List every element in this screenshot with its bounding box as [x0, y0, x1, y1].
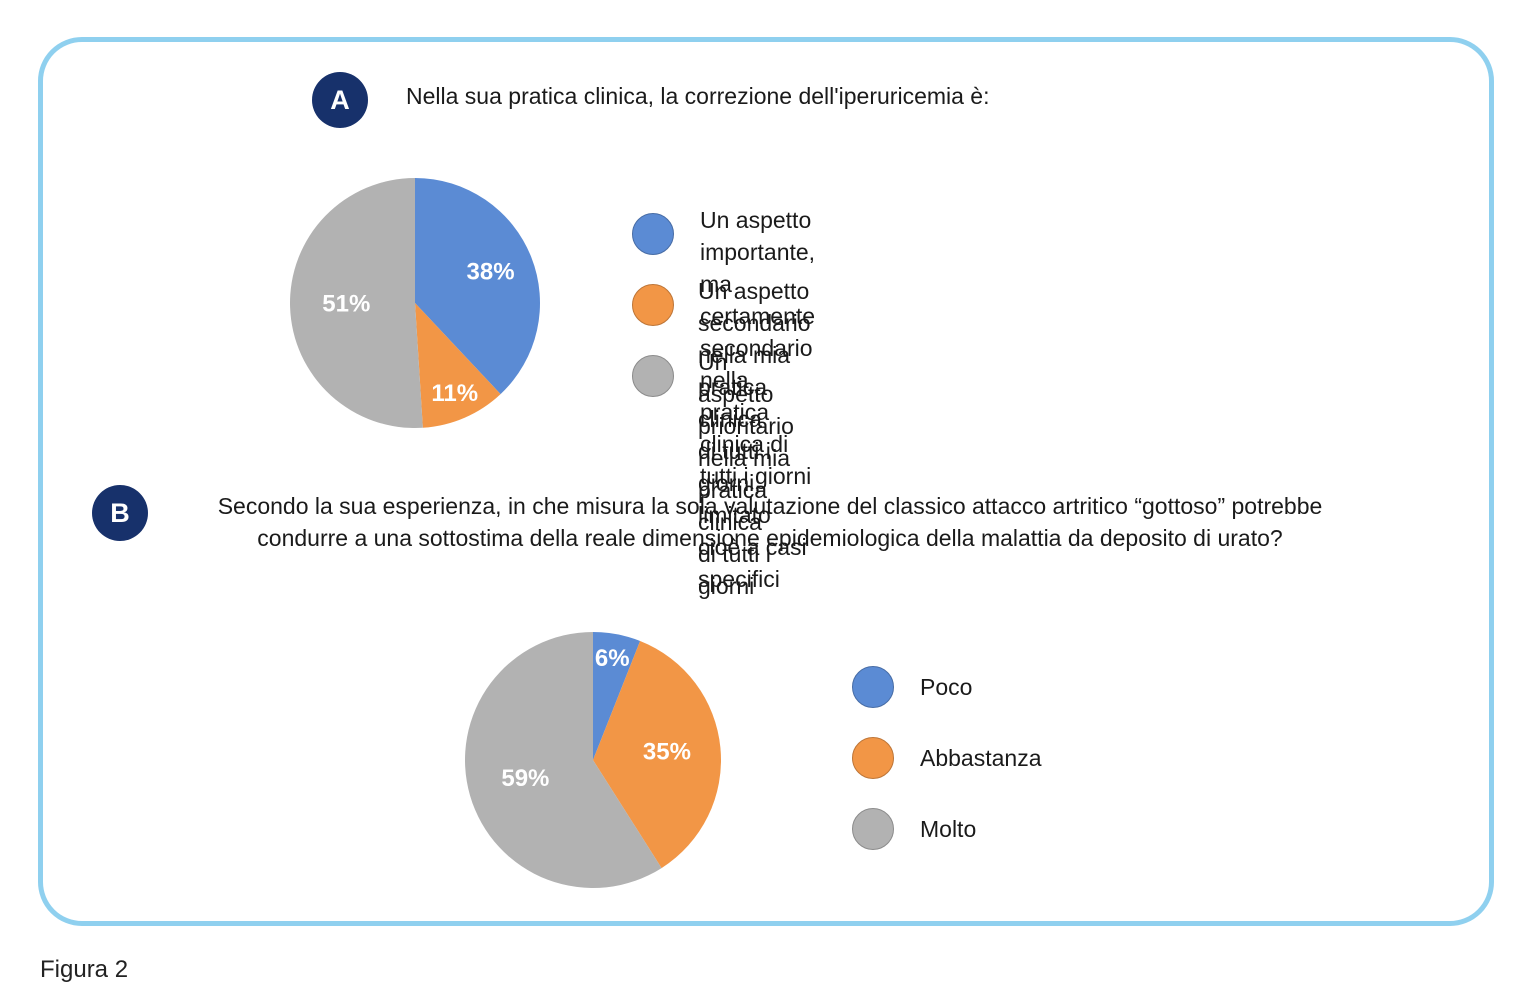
legend-a-label-3: Un aspetto prioritario nella mia pratica… — [698, 346, 794, 602]
panel-b-question-line-2: condurre a una sottostima della reale di… — [257, 525, 1283, 551]
legend-a-swatch-3 — [632, 355, 674, 397]
legend-b-label-1: Poco — [920, 674, 973, 700]
legend-b-item-2: Abbastanza — [852, 737, 1041, 779]
pie-a-slice-2 — [415, 303, 501, 428]
pie-a-data-label-2: 11% — [431, 380, 478, 407]
legend-a-label-2-line-2: di tutti i giorni, limitato cioè a casi … — [698, 438, 807, 592]
legend-a-label-2-line-1: Un aspetto secondario nella mia pratica … — [698, 278, 811, 432]
legend-a-label-3-line-1: Un aspetto prioritario nella mia pratica… — [698, 349, 794, 535]
legend-b-label-3: Molto — [920, 816, 977, 842]
pie-b-slice-3 — [464, 632, 662, 888]
legend-a-item-3: Un aspetto prioritario nella mia pratica… — [632, 346, 794, 602]
panel-b-badge: B — [92, 485, 148, 541]
legend-a-label-1-line-1: Un aspetto importante, ma certamente — [700, 207, 816, 329]
pie-b-slice-2 — [593, 640, 721, 869]
pie-a-data-label-3: 51% — [322, 291, 370, 318]
figure-frame — [38, 37, 1494, 926]
legend-b-swatch-3 — [852, 808, 894, 850]
panel-b-question-line-1: Secondo la sua esperienza, in che misura… — [217, 493, 1323, 519]
legend-a-label-1: Un aspetto importante, ma certamente sec… — [700, 204, 815, 492]
legend-b-item-3: Molto — [852, 808, 976, 850]
panel-b-question: Secondo la sua esperienza, in che misura… — [150, 490, 1390, 554]
legend-a-label-2: Un aspetto secondario nella mia pratica … — [698, 275, 811, 595]
panel-a-question: Nella sua pratica clinica, la correzione… — [406, 83, 990, 109]
legend-b-swatch-2 — [852, 737, 894, 779]
legend-b-item-1: Poco — [852, 666, 972, 708]
legend-a-label-3-line-2: di tutti i giorni — [698, 541, 771, 599]
pie-b-slice-1 — [593, 632, 641, 760]
pie-a-slice-1 — [415, 178, 540, 395]
legend-a-swatch-2 — [632, 284, 674, 326]
pie-b-data-label-1: 6% — [595, 645, 630, 672]
panel-a-badge: A — [312, 72, 368, 128]
pie-a-slice-3 — [289, 178, 423, 428]
figure-caption: Figura 2 — [40, 956, 129, 983]
pie-a-data-label-1: 38% — [467, 258, 515, 285]
legend-a-swatch-1 — [632, 213, 674, 255]
pie-chart-b: 6% 35% 59% — [464, 632, 721, 888]
pie-chart-a: 38% 11% 51% — [289, 178, 540, 428]
legend-b-label-2: Abbastanza — [920, 745, 1042, 771]
pie-b-data-label-2: 35% — [643, 738, 691, 765]
legend-a-label-1-line-2: secondario nella pratica clinica di tutt… — [700, 335, 813, 489]
pie-b-data-label-3: 59% — [501, 765, 549, 792]
legend-a-item-1: Un aspetto importante, ma certamente sec… — [632, 204, 815, 492]
legend-a-item-2: Un aspetto secondario nella mia pratica … — [632, 275, 811, 595]
legend-b-swatch-1 — [852, 666, 894, 708]
